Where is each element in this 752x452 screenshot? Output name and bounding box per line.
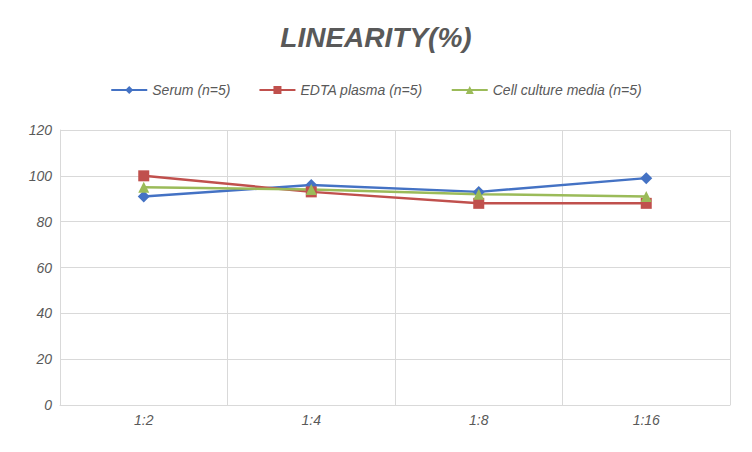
svg-text:LINEARITY(%): LINEARITY(%) <box>280 22 471 53</box>
svg-text:20: 20 <box>35 351 52 367</box>
svg-text:EDTA plasma (n=5): EDTA plasma (n=5) <box>300 82 422 98</box>
svg-text:40: 40 <box>36 305 52 321</box>
svg-text:120: 120 <box>29 122 53 138</box>
svg-text:1:2: 1:2 <box>134 412 154 428</box>
svg-text:100: 100 <box>29 168 53 184</box>
svg-text:Cell culture media (n=5): Cell culture media (n=5) <box>493 82 642 98</box>
svg-text:80: 80 <box>36 214 52 230</box>
svg-text:1:4: 1:4 <box>302 412 322 428</box>
svg-text:0: 0 <box>44 397 52 413</box>
svg-text:Serum (n=5): Serum (n=5) <box>152 82 230 98</box>
svg-text:60: 60 <box>36 260 52 276</box>
svg-text:1:16: 1:16 <box>633 412 660 428</box>
svg-text:1:8: 1:8 <box>469 412 489 428</box>
